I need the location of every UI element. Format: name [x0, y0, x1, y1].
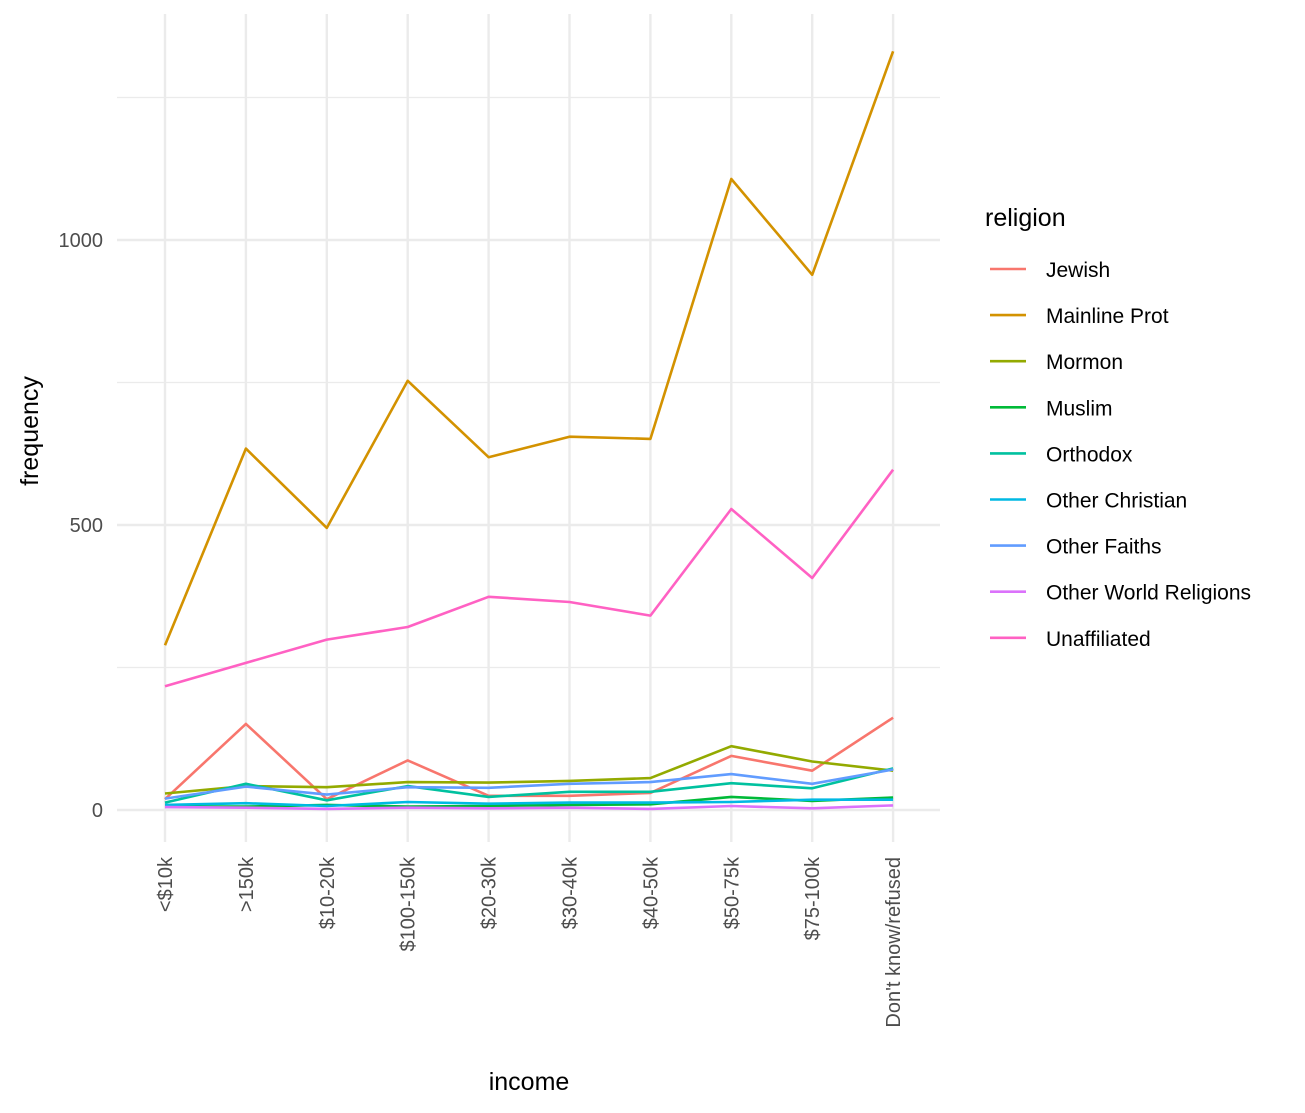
legend-label-mainline-prot: Mainline Prot [1046, 305, 1169, 328]
x-tick-label: $100-150k [398, 856, 420, 952]
y-tick-label: 1000 [59, 230, 104, 252]
x-tick-label: $40-50k [640, 856, 662, 929]
x-tick-label: >150k [236, 856, 258, 912]
x-tick-label: $30-40k [560, 856, 582, 929]
legend-label-unaffiliated: Unaffiliated [1046, 628, 1151, 651]
legend: religion Jewish Mainline Prot Mormon Muslim… [985, 204, 1251, 651]
legend-label-other-faiths: Other Faiths [1046, 536, 1162, 559]
series-line-other-faiths [164, 768, 894, 800]
x-axis: <$10k >150k $10-20k $100-150k $20-30k $30-40k… [155, 856, 905, 1028]
x-tick-label: $20-30k [479, 856, 501, 929]
x-tick-label: $75-100k [802, 856, 824, 940]
legend-label-jewish: Jewish [1046, 259, 1110, 282]
legend-title: religion [985, 204, 1066, 232]
x-tick-label: $50-75k [721, 856, 743, 929]
legend-label-orthodox: Orthodox [1046, 443, 1133, 466]
y-axis-title: frequency [16, 376, 44, 486]
series-line-other-world-religions [164, 804, 894, 811]
y-tick-label: 500 [70, 515, 103, 537]
series-lines [163, 50, 895, 811]
series-line-jewish [164, 716, 894, 801]
series-line-unaffiliated [164, 468, 895, 688]
legend-label-mormon: Mormon [1046, 351, 1123, 374]
legend-label-other-world-religions: Other World Religions [1046, 582, 1251, 605]
x-tick-label: Don't know/refused [883, 857, 905, 1028]
series-line-orthodox [164, 767, 894, 804]
x-axis-title: income [489, 1068, 570, 1096]
y-axis: 0 500 1000 [59, 230, 104, 822]
y-tick-label: 0 [92, 800, 103, 822]
legend-label-muslim: Muslim [1046, 397, 1113, 420]
series-line-mainline-prot [163, 50, 895, 646]
grid [117, 14, 940, 842]
series-line-other-christian [164, 798, 894, 808]
x-tick-label: <$10k [155, 856, 177, 912]
x-tick-label: $10-20k [317, 856, 339, 929]
legend-label-other-christian: Other Christian [1046, 490, 1187, 513]
series-line-mormon [164, 744, 894, 795]
